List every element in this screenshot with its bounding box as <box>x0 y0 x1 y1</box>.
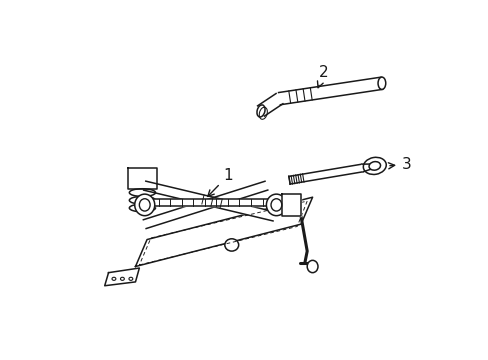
Ellipse shape <box>129 189 155 197</box>
Ellipse shape <box>129 277 133 280</box>
Ellipse shape <box>306 260 317 273</box>
Text: 2: 2 <box>317 65 328 88</box>
Ellipse shape <box>135 194 154 216</box>
Polygon shape <box>143 181 275 221</box>
Polygon shape <box>288 164 363 184</box>
Text: 3: 3 <box>387 157 411 172</box>
Polygon shape <box>361 163 374 172</box>
Ellipse shape <box>112 277 116 280</box>
Ellipse shape <box>377 77 385 89</box>
Polygon shape <box>278 77 382 105</box>
Ellipse shape <box>129 197 155 204</box>
Ellipse shape <box>129 204 155 212</box>
Polygon shape <box>147 199 274 206</box>
Polygon shape <box>143 181 267 229</box>
Ellipse shape <box>270 199 281 211</box>
Ellipse shape <box>363 157 386 175</box>
Polygon shape <box>127 168 157 189</box>
Text: 1: 1 <box>207 168 232 197</box>
Ellipse shape <box>256 105 264 117</box>
Ellipse shape <box>266 194 286 216</box>
Polygon shape <box>104 268 139 286</box>
Ellipse shape <box>368 162 380 170</box>
Polygon shape <box>135 197 312 266</box>
Ellipse shape <box>224 239 238 251</box>
Polygon shape <box>281 194 301 216</box>
Polygon shape <box>257 94 283 116</box>
Ellipse shape <box>139 199 150 211</box>
Ellipse shape <box>120 277 124 280</box>
